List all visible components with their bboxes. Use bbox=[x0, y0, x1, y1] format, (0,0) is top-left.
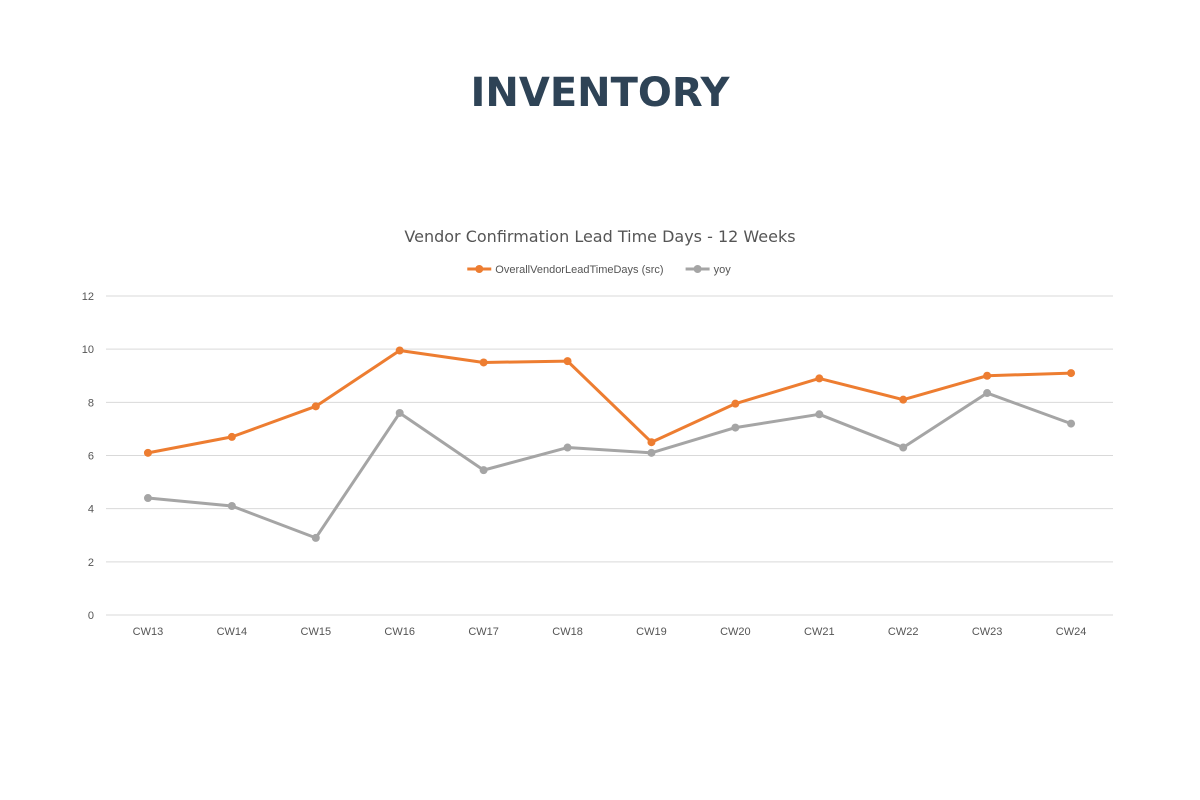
series-1 bbox=[143, 389, 1076, 542]
legend-item: yoy bbox=[685, 264, 732, 276]
x-axis: CW13 CW14 CW15 CW16 CW17 CW18 CW19 CW20 CW21 CW22… bbox=[133, 626, 1087, 638]
x-tick-label: CW15 bbox=[301, 626, 332, 638]
data-point bbox=[143, 448, 152, 457]
data-point bbox=[395, 346, 404, 355]
x-tick-label: CW17 bbox=[468, 626, 499, 638]
chart-series bbox=[143, 346, 1076, 542]
data-point bbox=[731, 423, 740, 432]
x-tick-label: CW19 bbox=[636, 626, 667, 638]
data-point bbox=[731, 399, 740, 408]
x-tick-label: CW24 bbox=[1056, 626, 1087, 638]
y-tick-label: 10 bbox=[82, 344, 94, 356]
data-point bbox=[479, 466, 488, 475]
legend-marker bbox=[475, 265, 484, 273]
y-axis: 0 2 4 6 8 10 12 bbox=[82, 291, 94, 622]
legend-marker bbox=[693, 265, 702, 273]
data-point bbox=[563, 443, 572, 452]
data-point bbox=[1067, 369, 1076, 378]
series-line bbox=[146, 348, 1073, 455]
y-tick-label: 4 bbox=[88, 504, 94, 516]
x-tick-label: CW21 bbox=[804, 626, 835, 638]
x-tick-label: CW23 bbox=[972, 626, 1003, 638]
data-point bbox=[983, 389, 992, 398]
data-point bbox=[395, 408, 404, 417]
chart-title: Vendor Confirmation Lead Time Days - 12 … bbox=[404, 227, 795, 246]
data-point bbox=[227, 502, 236, 511]
data-point bbox=[983, 371, 992, 380]
x-tick-label: CW18 bbox=[552, 626, 583, 638]
data-point bbox=[899, 443, 908, 452]
y-tick-label: 2 bbox=[88, 557, 94, 569]
data-point bbox=[899, 395, 908, 404]
data-point bbox=[227, 432, 236, 441]
data-point bbox=[311, 533, 320, 542]
series-line bbox=[146, 391, 1073, 540]
legend-label: OverallVendorLeadTimeDays (src) bbox=[495, 264, 663, 276]
chart-gridlines bbox=[106, 295, 1113, 616]
y-tick-label: 0 bbox=[88, 610, 94, 622]
data-point bbox=[563, 357, 572, 366]
x-tick-label: CW20 bbox=[720, 626, 751, 638]
series-0 bbox=[143, 346, 1076, 457]
legend-item: OverallVendorLeadTimeDays (src) bbox=[467, 264, 664, 276]
x-tick-label: CW22 bbox=[888, 626, 919, 638]
x-tick-label: CW14 bbox=[217, 626, 248, 638]
data-point bbox=[647, 438, 656, 447]
data-point bbox=[143, 494, 152, 503]
data-point bbox=[815, 374, 824, 383]
data-point bbox=[311, 402, 320, 411]
y-tick-label: 6 bbox=[88, 451, 94, 463]
data-point bbox=[1067, 419, 1076, 428]
y-tick-label: 12 bbox=[82, 291, 94, 303]
data-point bbox=[815, 410, 824, 419]
legend-label: yoy bbox=[714, 264, 732, 276]
page-title: INVENTORY bbox=[470, 70, 730, 116]
data-point bbox=[479, 358, 488, 367]
chart-legend: OverallVendorLeadTimeDays (src) yoy bbox=[467, 264, 731, 276]
data-point bbox=[647, 448, 656, 457]
y-tick-label: 8 bbox=[88, 397, 94, 409]
x-tick-label: CW13 bbox=[133, 626, 164, 638]
x-tick-label: CW16 bbox=[384, 626, 415, 638]
